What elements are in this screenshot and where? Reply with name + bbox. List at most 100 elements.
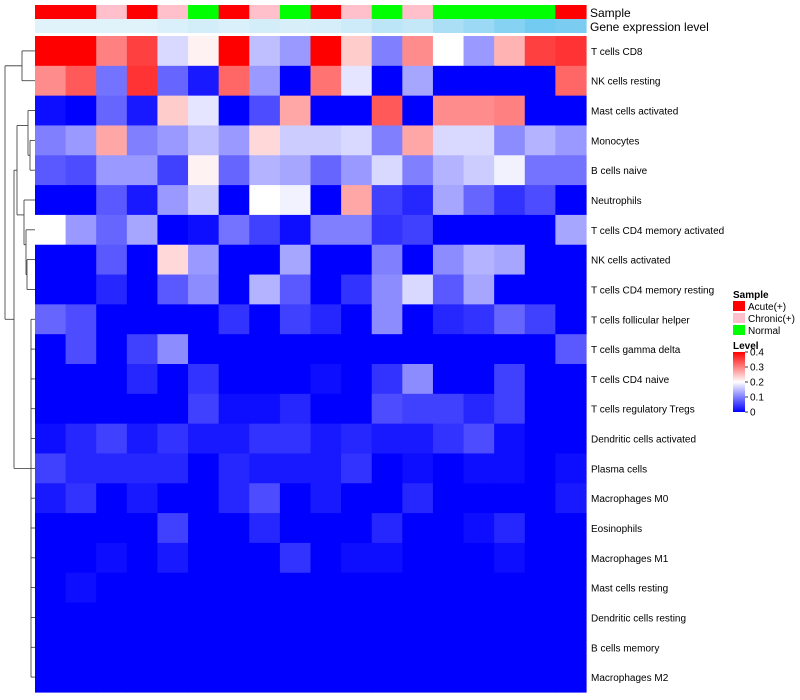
heatmap-cell (218, 244, 250, 276)
heatmap-cell (157, 185, 189, 216)
heatmap-cell (310, 602, 342, 633)
heatmap-cell (65, 214, 97, 246)
heatmap-cell (218, 274, 250, 305)
row-label-t-cells-follicular-helper: T cells follicular helper (591, 315, 690, 326)
heatmap-cell (341, 334, 373, 365)
heatmap-cell (432, 453, 465, 484)
heatmap-cell (157, 662, 189, 693)
heatmap-cell (463, 274, 495, 305)
heatmap-cell (35, 214, 67, 246)
heatmap-cell (249, 125, 281, 156)
heatmap-cell (371, 513, 403, 544)
heatmap-cell (341, 632, 373, 663)
heatmap-cell (432, 274, 465, 305)
heatmap-cell (432, 423, 465, 455)
heatmap-cell (341, 214, 373, 246)
heatmap-cell (126, 542, 159, 574)
heatmap-cell (96, 274, 128, 305)
heatmap-cell (402, 364, 434, 395)
heatmap-cell (218, 364, 250, 395)
sample-annotation-cell (494, 5, 526, 19)
heatmap-cell (35, 364, 67, 395)
level-tick-label: 0.1 (750, 393, 764, 404)
heatmap-cell (463, 662, 495, 693)
heatmap-cell (371, 483, 403, 514)
heatmap-cell (96, 483, 128, 514)
heatmap-cell (341, 244, 373, 276)
heatmap-cell (524, 423, 556, 455)
expression-annotation-cell (126, 19, 159, 33)
heatmap-cell (402, 423, 434, 455)
heatmap-cell (402, 214, 434, 246)
heatmap-cell (218, 393, 250, 425)
row-label-monocytes: Monocytes (591, 136, 639, 147)
heatmap-cell (310, 364, 342, 395)
heatmap-cell (126, 244, 159, 276)
heatmap-cell (188, 632, 220, 663)
heatmap-cell (310, 185, 342, 216)
heatmap-cell (218, 423, 250, 455)
heatmap-cell (96, 244, 128, 276)
heatmap-cell (371, 632, 403, 663)
heatmap-cell (371, 423, 403, 455)
heatmap-cell (218, 453, 250, 484)
heatmap-cell (188, 244, 220, 276)
heatmap-cell (96, 185, 128, 216)
heatmap-cell (218, 542, 250, 574)
heatmap-cell (96, 125, 128, 156)
heatmap-cell (402, 185, 434, 216)
heatmap-cell (279, 542, 312, 574)
heatmap-cell (494, 513, 526, 544)
heatmap-cell (341, 274, 373, 305)
heatmap-cell (35, 65, 67, 97)
heatmap-cell (96, 662, 128, 693)
heatmap-cell (126, 125, 159, 156)
heatmap-cell (35, 304, 67, 335)
heatmap-cell (218, 483, 250, 514)
heatmap-cell (463, 214, 495, 246)
sample-annotation-cell (402, 5, 434, 19)
heatmap-cell (35, 513, 67, 544)
heatmap-cell (524, 334, 556, 365)
heatmap-cell (371, 662, 403, 693)
heatmap-cell (279, 483, 312, 514)
heatmap-cell (35, 274, 67, 305)
heatmap-cell (432, 36, 465, 67)
heatmap-cell (157, 364, 189, 395)
heatmap-cell (126, 423, 159, 455)
level-legend: Level 0.4 0.3 0.2 0.1 0 (733, 341, 764, 419)
row-label-mast-cells-resting: Mast cells resting (591, 584, 668, 595)
heatmap-cell (218, 36, 250, 67)
heatmap-cell (463, 393, 495, 425)
heatmap-cell (96, 214, 128, 246)
heatmap-cell (35, 483, 67, 514)
heatmap-cell (126, 513, 159, 544)
expression-annotation-bar (35, 19, 587, 33)
heatmap-cell (96, 542, 128, 574)
heatmap-cell (494, 274, 526, 305)
heatmap-cell (463, 185, 495, 216)
heatmap-cell (371, 95, 403, 127)
heatmap-cell (524, 65, 556, 97)
level-tick-label: 0.4 (750, 348, 764, 359)
sample-annotation-cell (371, 5, 403, 19)
legend-label-chronic: Chronic(+) (748, 314, 795, 325)
heatmap-cell (188, 155, 220, 186)
heatmap-cell (494, 364, 526, 395)
heatmap-cell (463, 513, 495, 544)
heatmap-cell (249, 602, 281, 633)
heatmap-cell (249, 304, 281, 335)
heatmap-cell (126, 572, 159, 604)
heatmap-cell (555, 304, 587, 335)
heatmap-cell (524, 483, 556, 514)
heatmap-cell (432, 393, 465, 425)
heatmap-cell (310, 125, 342, 156)
heatmap-cell (371, 125, 403, 156)
heatmap-cell (524, 95, 556, 127)
heatmap-cell (249, 513, 281, 544)
heatmap-cell (432, 95, 465, 127)
heatmap-cell (341, 65, 373, 97)
heatmap-cell (126, 483, 159, 514)
heatmap-cell (463, 95, 495, 127)
heatmap-cell (188, 662, 220, 693)
